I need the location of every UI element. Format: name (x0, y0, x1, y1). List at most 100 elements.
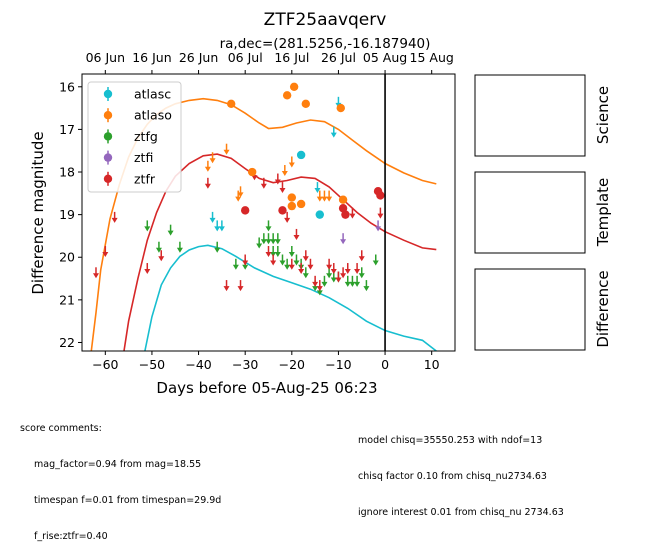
upper-limit-head (288, 251, 295, 257)
upper-limit-ztfg (274, 245, 281, 257)
upper-limit-head (204, 166, 211, 172)
upper-limit-ztfg (302, 267, 309, 279)
detection-point-atlaso (336, 103, 345, 113)
upper-limit-ztfg (260, 233, 267, 245)
detection-point-atlaso (287, 193, 297, 202)
y-tick-label: 20 (59, 250, 75, 265)
upper-limit-head (265, 251, 272, 257)
upper-limit-head (316, 196, 323, 202)
upper-limit-ztfg (144, 220, 151, 232)
upper-limit-head (209, 158, 216, 164)
upper-limit-head (279, 260, 286, 266)
upper-limit-head (330, 269, 337, 275)
upper-limit-ztfr (92, 267, 99, 279)
upper-limit-ztfg (354, 275, 361, 287)
upper-limit-head (316, 286, 323, 292)
upper-limit-ztfr (340, 267, 347, 279)
top-tick-label: 05 Aug (363, 50, 407, 65)
comment-line: timespan f=0.01 from timespan=29.9d (34, 495, 222, 506)
cutout-panels: Science Template Difference (474, 74, 612, 351)
upper-limit-ztfr (377, 207, 384, 219)
comment-line: f_rise:ztfr=0.40 (34, 531, 108, 542)
upper-limit-atlasc (214, 220, 221, 232)
upper-limit-atlaso (316, 190, 323, 202)
upper-limit-head (232, 264, 239, 270)
upper-limit-ztfg (270, 245, 277, 257)
model-curve-atlasc (144, 244, 437, 351)
upper-limit-head (314, 188, 321, 194)
upper-limit-ztfr (288, 258, 295, 270)
detection-point-atlaso (287, 201, 297, 211)
upper-limit-head (270, 239, 277, 245)
upper-limit-head (167, 230, 174, 236)
x-tick-label: 0 (381, 357, 389, 372)
upper-limit-head (237, 192, 244, 198)
top-tick-label: 16 Jul (274, 50, 309, 65)
upper-limit-head (265, 226, 272, 232)
y-tick-label: 21 (59, 292, 75, 307)
upper-limit-ztfg (155, 241, 162, 253)
upper-limit-head (235, 196, 242, 202)
upper-limit-ztfr (335, 271, 342, 283)
upper-limit-ztfr (265, 245, 272, 257)
upper-limit-ztfg (321, 275, 328, 287)
legend-label: atlaso (134, 108, 172, 123)
upper-limit-head (284, 217, 291, 223)
upper-limit-ztfg (284, 258, 291, 270)
legend-entry-atlasc: atlasc (103, 87, 171, 102)
upper-limit-atlaso (321, 190, 328, 202)
upper-limit-head (307, 264, 314, 270)
upper-limit-head (321, 281, 328, 287)
upper-limit-atlaso (288, 156, 295, 168)
legend-entry-ztfr: ztfr (103, 171, 156, 186)
cutout-panel-science: Science (474, 74, 612, 157)
upper-limit-ztfr (316, 280, 323, 292)
legend-marker (103, 89, 113, 99)
y-tick-label: 18 (59, 165, 75, 180)
upper-limit-ztfg (344, 275, 351, 287)
y-tick-label: 22 (59, 335, 75, 350)
legend-entry-ztfg: ztfg (103, 129, 158, 144)
upper-limit-head (326, 264, 333, 270)
upper-limit-head (349, 281, 356, 287)
upper-limit-ztfg (167, 224, 174, 236)
legend-label: ztfi (134, 150, 153, 165)
upper-limit-ztfi (340, 233, 347, 245)
upper-limit-head (298, 269, 305, 275)
upper-limit-head (354, 269, 361, 275)
upper-limit-head (274, 239, 281, 245)
upper-limit-ztfr (102, 245, 109, 257)
upper-limit-head (279, 188, 286, 194)
upper-limit-ztfg (279, 254, 286, 266)
upper-limit-ztfg (363, 280, 370, 292)
upper-limit-ztfg (270, 233, 277, 245)
detection-point-atlaso (282, 91, 292, 100)
upper-limit-head (316, 290, 323, 296)
x-tick-label: −40 (185, 357, 211, 372)
upper-limit-ztfi (375, 220, 382, 232)
upper-limit-ztfg (214, 241, 221, 253)
upper-limit-atlasc (330, 126, 337, 138)
upper-limit-head (330, 132, 337, 138)
legend: atlasc atlaso ztfg ztfi ztfr (87, 81, 182, 193)
legend-marker (103, 132, 113, 141)
detection-point-ztfr (278, 206, 287, 215)
upper-limit-head (265, 239, 272, 245)
upper-limit-head (274, 251, 281, 257)
upper-limit-head (344, 269, 351, 275)
upper-limit-ztfg (265, 220, 272, 232)
upper-limit-ztfg (176, 241, 183, 253)
upper-limit-head (214, 226, 221, 232)
model-comments: model chisq=35550.253 with ndof=13 chisq… (358, 411, 564, 531)
top-tick-label: 16 Jun (132, 50, 171, 65)
upper-limit-atlaso (223, 143, 230, 155)
upper-limit-ztfr (293, 228, 300, 240)
detection-point-atlaso (301, 99, 310, 109)
upper-limit-head (102, 251, 109, 257)
upper-limit-head (372, 260, 379, 266)
upper-limit-head (144, 269, 151, 275)
upper-limit-ztfr (144, 263, 151, 275)
x-tick-label: 10 (424, 357, 440, 372)
top-tick-label: 26 Jun (179, 50, 218, 65)
upper-limit-ztfr (274, 173, 281, 185)
